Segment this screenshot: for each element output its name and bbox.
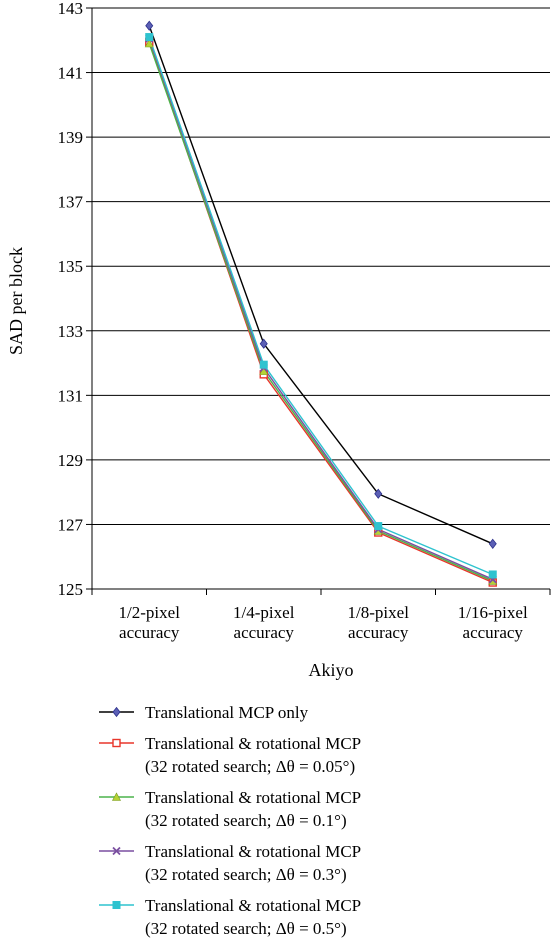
legend-label-line: (32 rotated search; Δθ = 0.1°) [145,811,347,830]
y-tick-label: 127 [58,515,84,534]
x-tick-label-line: accuracy [234,623,295,642]
legend-label-line: Translational & rotational MCP [145,788,361,807]
legend-label-line: Translational & rotational MCP [145,734,361,753]
legend-marker-swatch [112,792,121,801]
legend-label-line: (32 rotated search; Δθ = 0.3°) [145,865,347,884]
data-point-s5-3 [374,522,383,531]
series-lines [148,25,494,584]
series-line-4 [148,38,494,580]
y-tick-label: 133 [58,322,84,341]
legend[interactable]: Translational MCP only Translational & ro… [99,703,361,938]
data-point-s1-2 [259,338,268,349]
legend-item-1[interactable]: Translational MCP only [99,703,309,722]
legend-label: Translational & rotational MCP (32 rotate… [145,788,361,830]
legend-marker-swatch [112,901,121,909]
y-tick-labels: 125 127 129 131 133 135 137 139 141 143 [58,0,84,599]
grid-lines [92,7,550,525]
legend-marker-swatch [112,738,121,748]
data-point-s1-3 [374,488,383,499]
series-line-1 [148,25,494,545]
axes [86,7,551,595]
data-point-s3-1 [144,38,154,48]
data-point-s1-1 [145,20,154,31]
y-tick-label: 131 [58,386,84,405]
legend-label-line: (32 rotated search; Δθ = 0.5°) [145,919,347,938]
legend-label: Translational MCP only [145,703,309,722]
legend-marker-swatch [112,846,121,856]
legend-label: Translational & rotational MCP (32 rotate… [145,896,361,938]
legend-label-line: (32 rotated search; Δθ = 0.05°) [145,757,355,776]
x-tick-label-line: accuracy [348,623,409,642]
y-tick-label: 141 [58,64,84,83]
y-tick-label: 135 [58,257,84,276]
x-tick-label-line: 1/8-pixel [348,603,410,622]
legend-label-line: Translational MCP only [145,703,309,722]
y-tick-label: 125 [58,580,84,599]
legend-item-4[interactable]: Translational & rotational MCP (32 rotate… [99,842,361,884]
series-line-2 [148,41,494,584]
legend-item-2[interactable]: Translational & rotational MCP (32 rotate… [99,734,361,776]
x-tick-label: 1/16-pixel accuracy [458,603,528,642]
data-point-s5-2 [259,360,268,369]
x-marker-stroke [112,846,121,856]
legend-item-5[interactable]: Translational & rotational MCP (32 rotate… [99,896,361,938]
y-tick-label: 137 [58,193,84,212]
legend-label: Translational & rotational MCP (32 rotate… [145,734,361,776]
data-point-s1-4 [488,538,497,549]
x-tick-label-line: accuracy [119,623,180,642]
y-tick-label: 143 [58,0,84,18]
series-line-3 [148,43,494,582]
x-tick-label: 1/8-pixel accuracy [348,603,410,642]
series-markers [144,20,498,587]
data-point-s5-1 [145,33,154,42]
x-tick-label: 1/2-pixel accuracy [119,603,181,642]
legend-label: Translational & rotational MCP (32 rotate… [145,842,361,884]
legend-label-line: Translational & rotational MCP [145,842,361,861]
legend-item-3[interactable]: Translational & rotational MCP (32 rotate… [99,788,361,830]
series-line-5 [148,36,494,576]
y-axis-label: SAD per block [6,247,26,355]
x-tick-label-line: 1/2-pixel [119,603,181,622]
x-axis-label: Akiyo [309,660,354,680]
x-tick-label-line: 1/16-pixel [458,603,528,622]
y-tick-label: 139 [58,128,84,147]
x-tick-label: 1/4-pixel accuracy [233,603,295,642]
x-tick-label-line: accuracy [463,623,524,642]
x-tick-label-line: 1/4-pixel [233,603,295,622]
legend-marker-swatch [112,706,121,718]
y-tick-label: 129 [58,451,84,470]
data-point-s5-4 [488,570,497,579]
legend-label-line: Translational & rotational MCP [145,896,361,915]
